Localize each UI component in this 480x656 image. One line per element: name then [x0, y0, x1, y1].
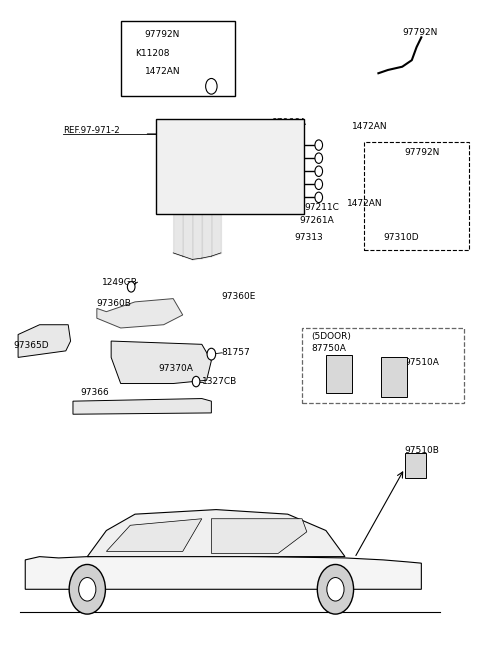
- Polygon shape: [87, 510, 345, 557]
- Bar: [381, 358, 407, 397]
- Polygon shape: [73, 399, 211, 414]
- Circle shape: [315, 140, 323, 150]
- Circle shape: [69, 564, 106, 614]
- Text: 1472AN: 1472AN: [144, 67, 180, 76]
- Text: 97510B: 97510B: [405, 446, 440, 455]
- Text: 97313: 97313: [294, 234, 323, 242]
- Polygon shape: [211, 519, 307, 554]
- Text: 97792N: 97792N: [405, 148, 440, 157]
- Polygon shape: [25, 556, 421, 589]
- Circle shape: [127, 281, 135, 292]
- Text: REF.97-971-2: REF.97-971-2: [63, 125, 120, 134]
- Text: 1327AE: 1327AE: [266, 142, 301, 151]
- Text: 1327CB: 1327CB: [266, 154, 301, 163]
- Circle shape: [317, 564, 354, 614]
- Polygon shape: [111, 341, 211, 384]
- FancyBboxPatch shape: [156, 119, 304, 214]
- Text: K11208: K11208: [135, 49, 169, 58]
- Text: 97792N: 97792N: [144, 30, 180, 39]
- Polygon shape: [97, 298, 183, 328]
- Text: 81757: 81757: [221, 348, 250, 358]
- Text: 1249GB: 1249GB: [102, 277, 137, 287]
- Text: 97366: 97366: [80, 388, 109, 396]
- Text: 97066A: 97066A: [271, 117, 306, 127]
- Bar: [405, 453, 426, 478]
- Text: 87750A: 87750A: [312, 344, 347, 354]
- Text: 97370A: 97370A: [159, 364, 194, 373]
- Bar: [326, 356, 352, 394]
- Text: 1327CB: 1327CB: [202, 377, 237, 386]
- Circle shape: [192, 377, 200, 387]
- Text: 97211C: 97211C: [304, 203, 339, 212]
- Circle shape: [315, 166, 323, 176]
- Circle shape: [315, 192, 323, 203]
- Bar: [120, 21, 235, 96]
- Text: 97360E: 97360E: [221, 292, 255, 301]
- Text: 1472AN: 1472AN: [348, 199, 383, 209]
- Text: 97365D: 97365D: [13, 341, 49, 350]
- Bar: [302, 328, 464, 403]
- Text: 97792N: 97792N: [402, 28, 438, 37]
- Text: 1472AN: 1472AN: [352, 122, 388, 131]
- Circle shape: [327, 577, 344, 601]
- Text: 97360B: 97360B: [97, 298, 132, 308]
- Circle shape: [79, 577, 96, 601]
- Text: (5DOOR): (5DOOR): [312, 332, 351, 341]
- Circle shape: [207, 348, 216, 360]
- Circle shape: [315, 153, 323, 163]
- Polygon shape: [18, 325, 71, 358]
- Text: 97510A: 97510A: [405, 358, 440, 367]
- Bar: [364, 142, 469, 250]
- Text: 97310D: 97310D: [383, 234, 419, 242]
- Text: 97261A: 97261A: [300, 216, 335, 225]
- Circle shape: [315, 179, 323, 190]
- Polygon shape: [107, 519, 202, 552]
